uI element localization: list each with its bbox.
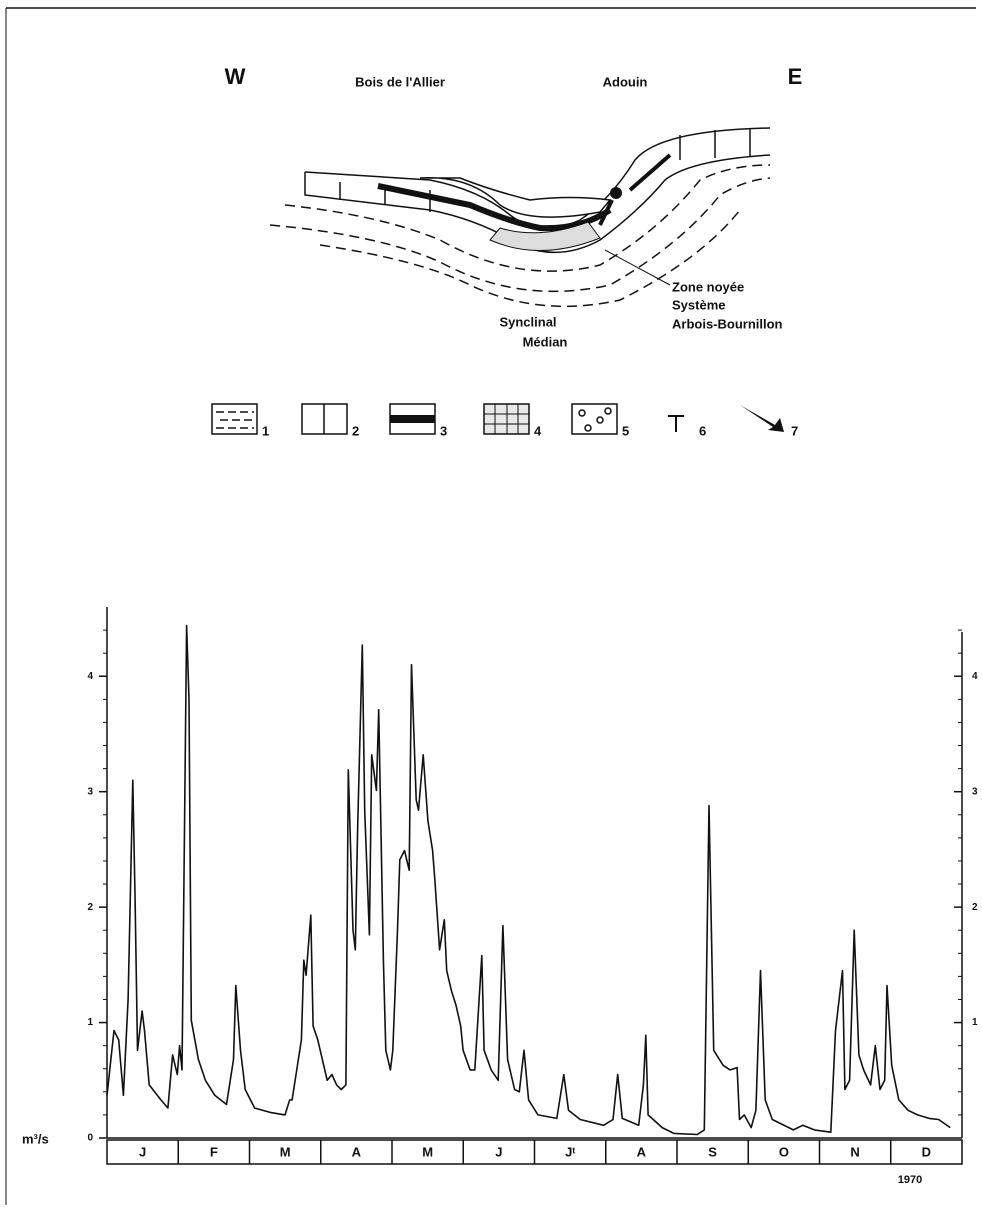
place-label: Adouin xyxy=(603,74,648,89)
month-label: O xyxy=(779,1144,789,1159)
zone-label: Système xyxy=(672,297,725,312)
y-tick-label-right: 1 xyxy=(972,1017,978,1028)
legend-number: 6 xyxy=(699,423,706,438)
month-label: M xyxy=(280,1144,291,1159)
y-tick-label: 1 xyxy=(87,1017,93,1028)
month-label: J xyxy=(139,1144,146,1159)
legend-number: 5 xyxy=(622,423,629,438)
month-label: Jᵗ xyxy=(565,1144,575,1159)
y-tick-label: 4 xyxy=(87,671,93,682)
cross-section xyxy=(269,127,771,308)
year-label: 1970 xyxy=(898,1174,922,1186)
legend-number: 4 xyxy=(534,423,542,438)
place-label: Bois de l'Allier xyxy=(355,74,445,89)
y-tick-label-right: 3 xyxy=(972,786,978,797)
discharge-line xyxy=(106,624,951,1136)
legend-number: 1 xyxy=(262,423,269,438)
y-axis-label: m³/s xyxy=(22,1131,49,1146)
legend-number: 7 xyxy=(791,423,798,438)
zone-label: Arbois-Bournillon xyxy=(672,316,783,331)
west-label: W xyxy=(225,64,246,89)
month-label: M xyxy=(422,1144,433,1159)
month-label: D xyxy=(922,1144,931,1159)
legend-number: 3 xyxy=(440,423,447,438)
y-tick-label: 0 xyxy=(87,1133,93,1144)
month-label: S xyxy=(708,1144,717,1159)
zone-label: Zone noyée xyxy=(672,279,744,294)
month-label: A xyxy=(637,1144,647,1159)
y-tick-label-right: 4 xyxy=(972,671,978,682)
legend-symbols xyxy=(211,403,784,435)
month-label: F xyxy=(210,1144,218,1159)
east-label: E xyxy=(788,64,803,89)
month-label: N xyxy=(850,1144,859,1159)
syncline-label: Médian xyxy=(523,334,568,349)
month-label: A xyxy=(352,1144,362,1159)
month-label: J xyxy=(495,1144,502,1159)
syncline-label: Synclinal xyxy=(499,314,556,329)
y-tick-label: 3 xyxy=(87,786,93,797)
y-tick-label-right: 2 xyxy=(972,902,978,913)
legend-number: 2 xyxy=(352,423,359,438)
y-tick-label: 2 xyxy=(87,902,93,913)
